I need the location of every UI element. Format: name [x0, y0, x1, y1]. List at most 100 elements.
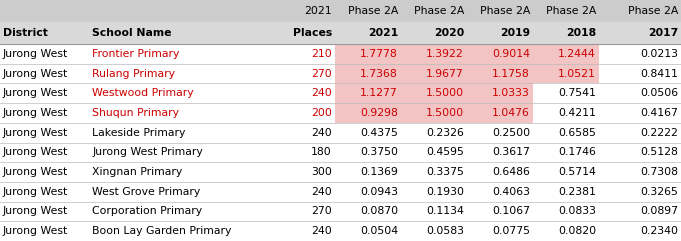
Text: 0.5714: 0.5714 [558, 167, 596, 177]
Bar [335, 103, 401, 123]
Text: 0.9014: 0.9014 [492, 49, 530, 59]
Text: 1.5000: 1.5000 [426, 88, 464, 98]
Text: 270: 270 [311, 68, 332, 79]
Text: 0.2340: 0.2340 [640, 226, 678, 236]
Text: 0.0775: 0.0775 [492, 226, 530, 236]
Text: 0.4595: 0.4595 [426, 147, 464, 157]
Text: 0.1134: 0.1134 [426, 207, 464, 216]
Text: 0.0820: 0.0820 [558, 226, 596, 236]
Text: Phase 2A: Phase 2A [628, 6, 678, 16]
Text: Jurong West: Jurong West [3, 226, 68, 236]
Text: 0.4063: 0.4063 [492, 187, 530, 197]
Text: 2017: 2017 [648, 28, 678, 38]
Text: 1.7368: 1.7368 [360, 68, 398, 79]
Text: 0.0833: 0.0833 [558, 207, 596, 216]
Text: 0.3265: 0.3265 [640, 187, 678, 197]
Text: 1.7778: 1.7778 [360, 49, 398, 59]
Bar [0, 162, 681, 182]
Text: Jurong West: Jurong West [3, 147, 68, 157]
Bar [0, 182, 681, 202]
Text: 0.0504: 0.0504 [360, 226, 398, 236]
Text: Boon Lay Garden Primary: Boon Lay Garden Primary [92, 226, 232, 236]
Text: Phase 2A: Phase 2A [479, 6, 530, 16]
Text: Frontier Primary: Frontier Primary [92, 49, 179, 59]
Text: Xingnan Primary: Xingnan Primary [92, 167, 183, 177]
Text: Places: Places [293, 28, 332, 38]
Text: Jurong West: Jurong West [3, 49, 68, 59]
Text: School Name: School Name [92, 28, 172, 38]
Text: 1.0333: 1.0333 [492, 88, 530, 98]
Text: 1.9677: 1.9677 [426, 68, 464, 79]
Text: 2019: 2019 [500, 28, 530, 38]
Bar [335, 64, 401, 83]
Text: 1.0476: 1.0476 [492, 108, 530, 118]
Text: 0.6585: 0.6585 [558, 128, 596, 138]
Text: 0.0870: 0.0870 [360, 207, 398, 216]
Text: Phase 2A: Phase 2A [545, 6, 596, 16]
Text: 0.2500: 0.2500 [492, 128, 530, 138]
Text: 0.9298: 0.9298 [360, 108, 398, 118]
Text: 0.2381: 0.2381 [558, 187, 596, 197]
Text: 200: 200 [311, 108, 332, 118]
Text: 0.4167: 0.4167 [640, 108, 678, 118]
Text: 0.1369: 0.1369 [360, 167, 398, 177]
Text: 1.3922: 1.3922 [426, 49, 464, 59]
Text: 0.0943: 0.0943 [360, 187, 398, 197]
Text: 2021: 2021 [368, 28, 398, 38]
Text: Jurong West: Jurong West [3, 207, 68, 216]
Text: Lakeside Primary: Lakeside Primary [92, 128, 185, 138]
Text: 0.4375: 0.4375 [360, 128, 398, 138]
Text: 300: 300 [311, 167, 332, 177]
Text: Jurong West: Jurong West [3, 108, 68, 118]
Text: 0.2222: 0.2222 [640, 128, 678, 138]
Bar [401, 64, 467, 83]
Text: Jurong West: Jurong West [3, 68, 68, 79]
Text: 0.0583: 0.0583 [426, 226, 464, 236]
Bar [401, 83, 467, 103]
Text: Phase 2A: Phase 2A [413, 6, 464, 16]
Text: Jurong West Primary: Jurong West Primary [92, 147, 203, 157]
Text: 2020: 2020 [434, 28, 464, 38]
Text: Shuqun Primary: Shuqun Primary [92, 108, 179, 118]
Text: Phase 2A: Phase 2A [347, 6, 398, 16]
Text: 1.0521: 1.0521 [558, 68, 596, 79]
Text: 0.0506: 0.0506 [640, 88, 678, 98]
Text: 0.3375: 0.3375 [426, 167, 464, 177]
Text: West Grove Primary: West Grove Primary [92, 187, 200, 197]
Bar [0, 0, 681, 22]
Bar [0, 221, 681, 241]
Text: 1.1277: 1.1277 [360, 88, 398, 98]
Text: 270: 270 [311, 207, 332, 216]
Text: Jurong West: Jurong West [3, 167, 68, 177]
Text: 1.1758: 1.1758 [492, 68, 530, 79]
Text: 0.8411: 0.8411 [640, 68, 678, 79]
Text: 0.5128: 0.5128 [640, 147, 678, 157]
Bar [467, 44, 533, 64]
Text: 0.4211: 0.4211 [558, 108, 596, 118]
Text: Jurong West: Jurong West [3, 88, 68, 98]
Bar [467, 103, 533, 123]
Text: 0.0213: 0.0213 [640, 49, 678, 59]
Text: 240: 240 [311, 226, 332, 236]
Bar [335, 44, 401, 64]
Bar [467, 64, 533, 83]
Text: 240: 240 [311, 128, 332, 138]
Bar [0, 123, 681, 142]
Text: 2021: 2021 [304, 6, 332, 16]
Text: 2018: 2018 [566, 28, 596, 38]
Bar [533, 64, 599, 83]
Bar [0, 142, 681, 162]
Text: Rulang Primary: Rulang Primary [92, 68, 175, 79]
Text: 1.5000: 1.5000 [426, 108, 464, 118]
Text: 0.7308: 0.7308 [640, 167, 678, 177]
Text: District: District [3, 28, 48, 38]
Bar [467, 83, 533, 103]
Bar [401, 103, 467, 123]
Text: 240: 240 [311, 187, 332, 197]
Bar [0, 202, 681, 221]
Text: Corporation Primary: Corporation Primary [92, 207, 202, 216]
Bar [0, 44, 681, 64]
Text: 0.1930: 0.1930 [426, 187, 464, 197]
Text: 0.7541: 0.7541 [558, 88, 596, 98]
Text: 0.6486: 0.6486 [492, 167, 530, 177]
